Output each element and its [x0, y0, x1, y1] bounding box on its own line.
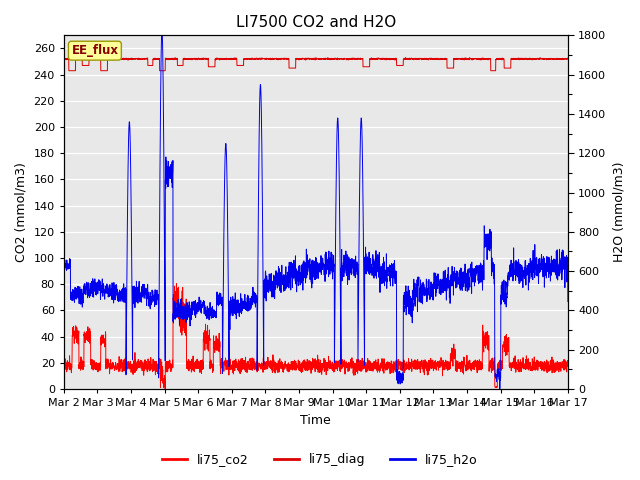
Text: EE_flux: EE_flux: [72, 44, 118, 57]
Title: LI7500 CO2 and H2O: LI7500 CO2 and H2O: [236, 15, 396, 30]
Y-axis label: CO2 (mmol/m3): CO2 (mmol/m3): [15, 162, 28, 262]
Legend: li75_co2, li75_diag, li75_h2o: li75_co2, li75_diag, li75_h2o: [157, 448, 483, 471]
Y-axis label: H2O (mmol/m3): H2O (mmol/m3): [612, 162, 625, 263]
X-axis label: Time: Time: [301, 414, 332, 427]
